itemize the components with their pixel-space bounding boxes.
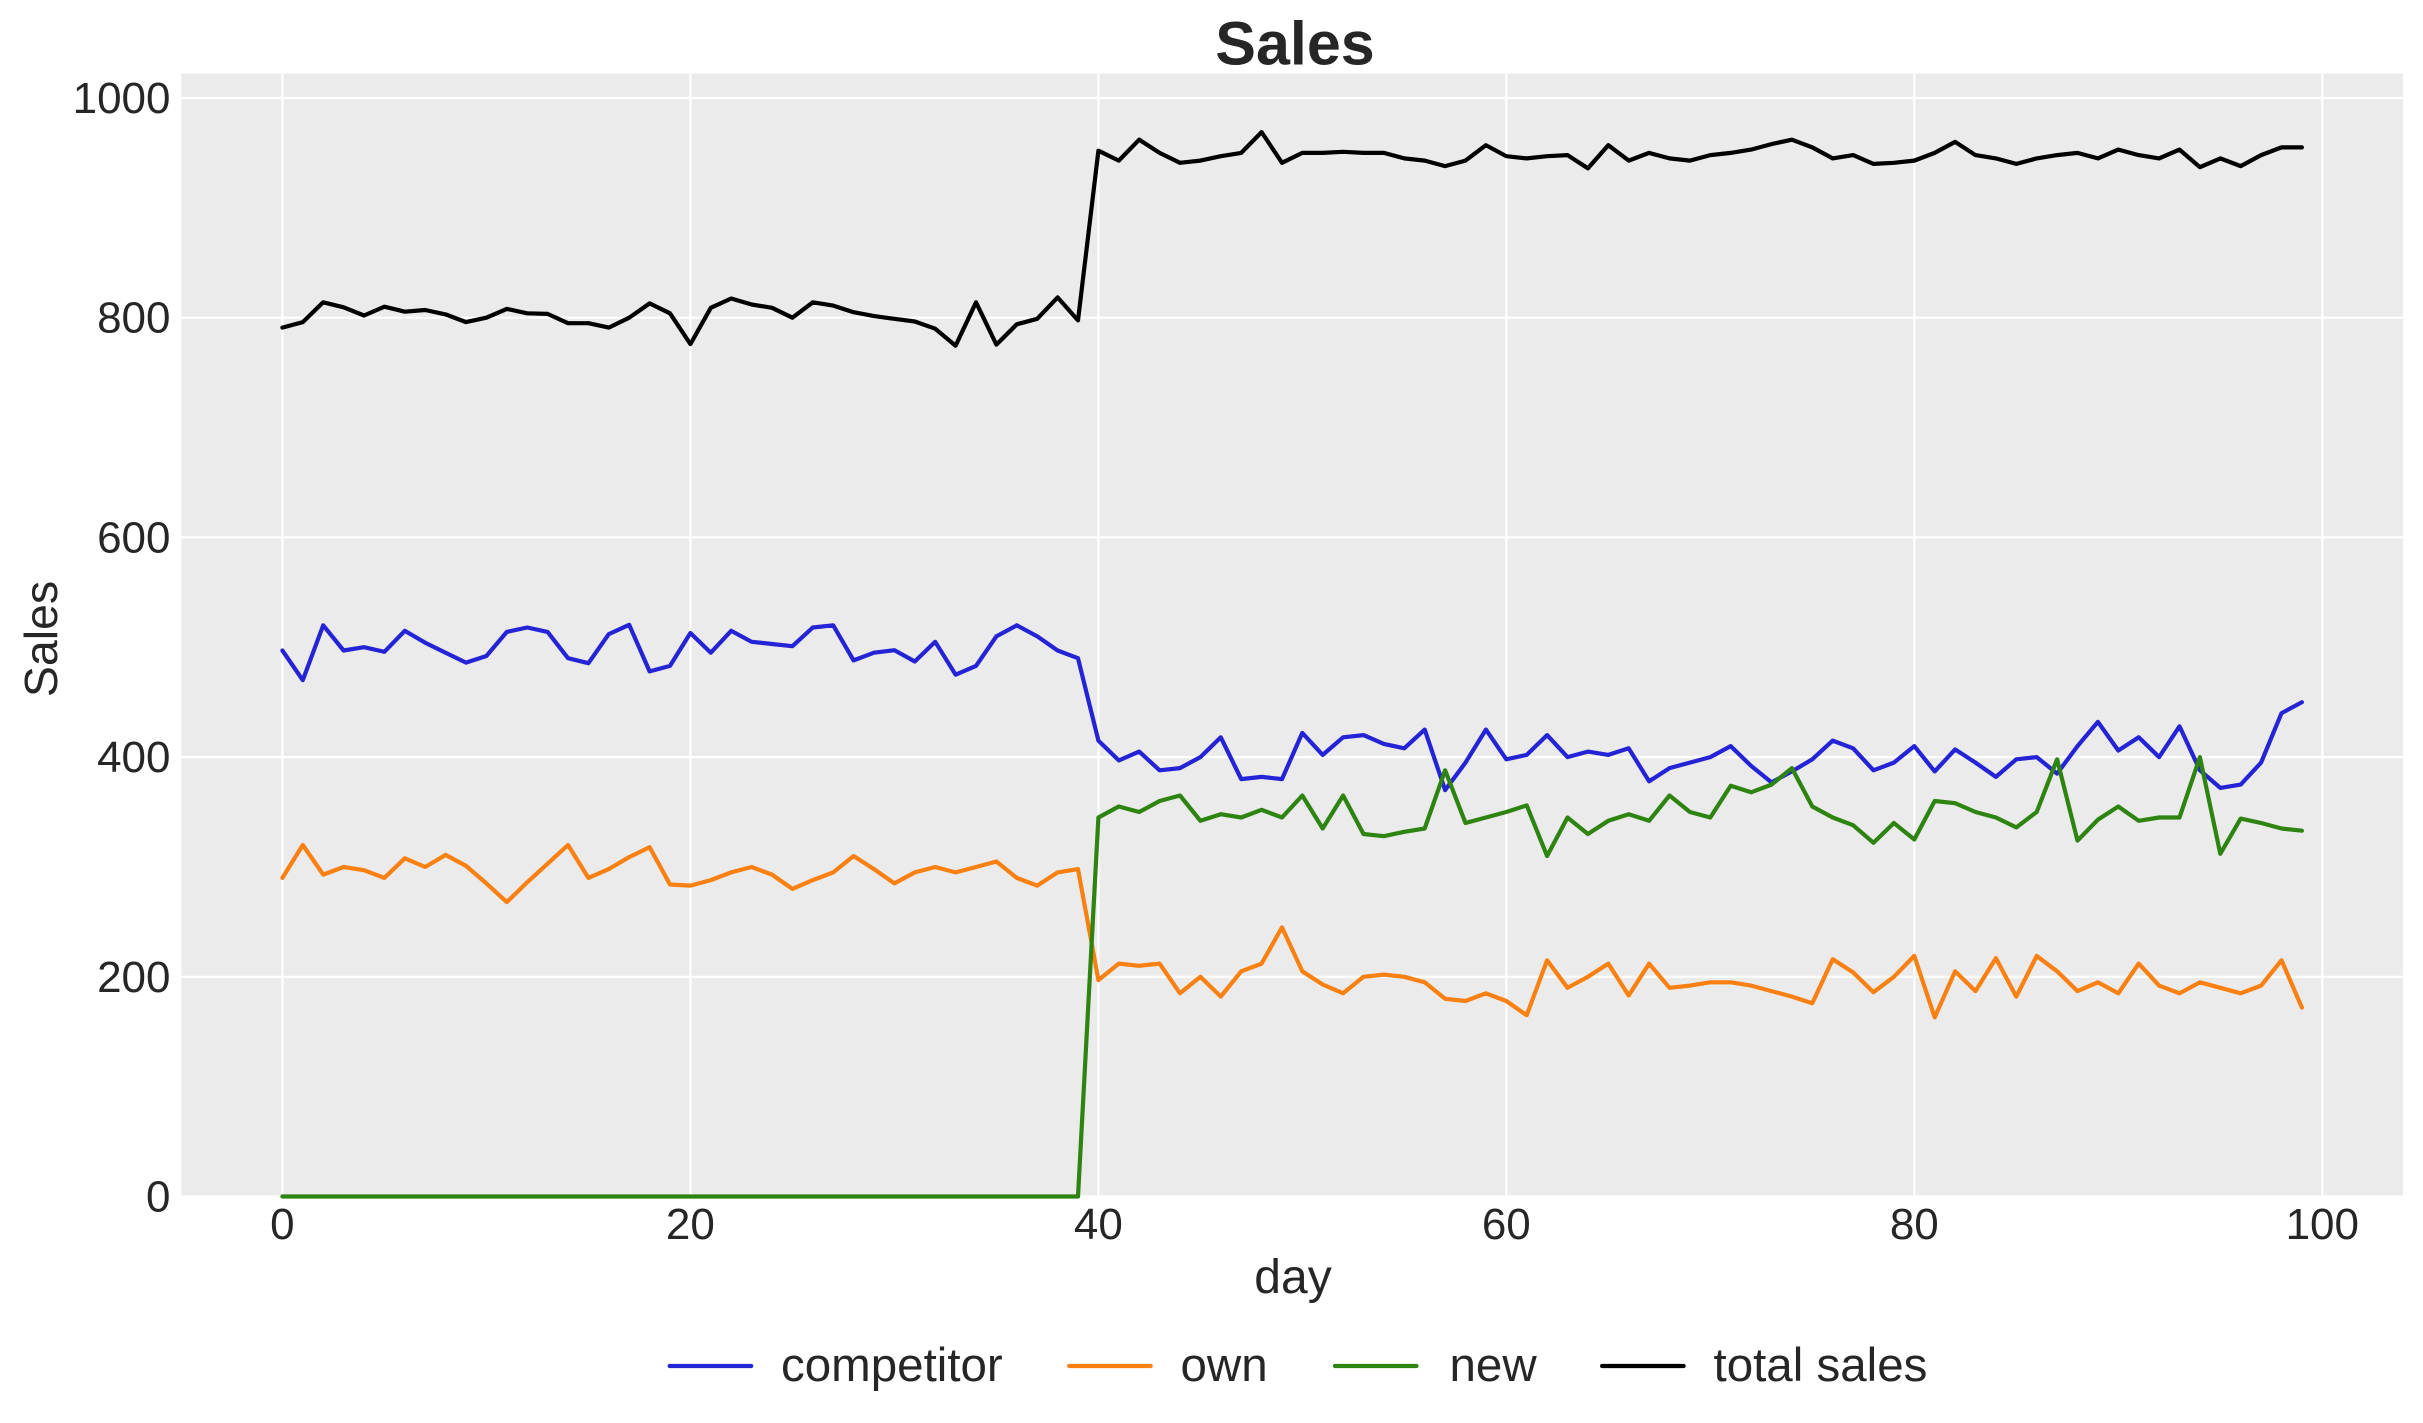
- svg-text:Sales: Sales: [15, 581, 67, 697]
- svg-text:400: 400: [97, 733, 170, 782]
- svg-text:200: 200: [97, 953, 170, 1002]
- svg-text:800: 800: [97, 294, 170, 343]
- svg-text:0: 0: [270, 1200, 294, 1249]
- svg-text:total sales: total sales: [1714, 1339, 1928, 1392]
- svg-text:40: 40: [1074, 1200, 1123, 1249]
- svg-text:new: new: [1450, 1339, 1538, 1392]
- svg-text:80: 80: [1890, 1200, 1939, 1249]
- svg-text:Sales: Sales: [1215, 10, 1374, 78]
- svg-text:100: 100: [2286, 1200, 2359, 1249]
- svg-text:own: own: [1181, 1339, 1268, 1392]
- svg-text:day: day: [1254, 1251, 1331, 1304]
- svg-text:1000: 1000: [73, 74, 171, 123]
- svg-text:60: 60: [1482, 1200, 1531, 1249]
- svg-text:20: 20: [666, 1200, 715, 1249]
- svg-text:600: 600: [97, 513, 170, 562]
- svg-text:competitor: competitor: [781, 1339, 1003, 1392]
- svg-text:0: 0: [146, 1173, 170, 1222]
